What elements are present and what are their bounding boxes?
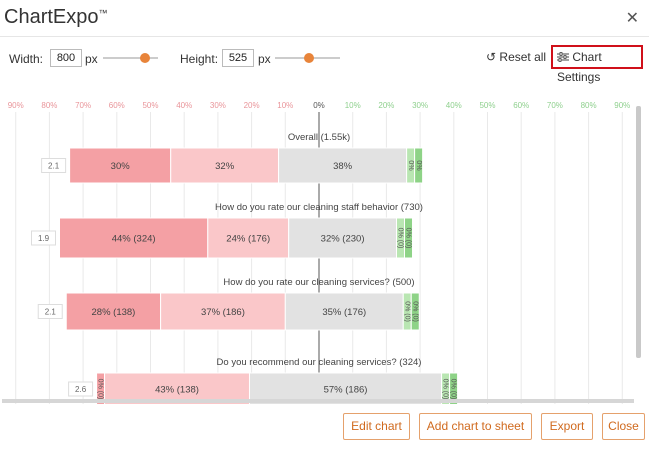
bar-segment-label: 0% <box>407 160 414 170</box>
bar-segment-label: 43% (138) <box>155 385 199 396</box>
height-input[interactable]: 525 <box>222 49 254 67</box>
bar-segment <box>449 372 459 404</box>
reset-all-button[interactable]: ↺ Reset all <box>486 50 546 64</box>
reset-icon: ↺ <box>486 50 497 64</box>
bar-segment-label: 37% (186) <box>201 307 245 318</box>
bar-segment <box>410 292 420 331</box>
header-divider <box>0 36 649 37</box>
bar-segment <box>59 217 209 259</box>
row-score: 1.9 <box>38 234 50 243</box>
axis-tick-label: 80% <box>581 101 597 110</box>
bar-segment-label: 0% (0) <box>403 301 410 322</box>
bar-segment <box>248 372 443 404</box>
chart-svg: 90% 80% 70% 60% 50% 40% 30% 20% 10% 0% 10% 20% 30% 40… <box>8 101 630 404</box>
axis-tick-label: 60% <box>513 101 529 110</box>
height-label: Height: <box>180 52 219 66</box>
close-icon[interactable]: ✕ <box>625 10 639 27</box>
axis-tick-label: 10% <box>345 101 361 110</box>
bar-segment-label: 0% (0) <box>97 379 104 400</box>
axis-tick-label: 0% <box>313 101 325 110</box>
row-score: 2.1 <box>45 308 57 317</box>
height-slider[interactable] <box>275 53 340 63</box>
bar-segment <box>207 217 290 259</box>
vertical-scrollbar[interactable] <box>636 106 641 358</box>
bar-segment-label: 0% <box>415 160 422 170</box>
row-score: 2.6 <box>75 385 87 394</box>
width-unit: px <box>85 52 98 66</box>
size-toolbar: Width: 800 px Height: 525 px ↺ Reset all… <box>0 44 649 84</box>
width-slider[interactable] <box>103 53 158 63</box>
bar-segment-label: 38% <box>333 161 353 172</box>
axis-tick-label: 40% <box>176 101 192 110</box>
row-score-box <box>31 230 57 246</box>
reset-all-label: Reset all <box>499 50 547 64</box>
axis-tick-label: 80% <box>41 101 57 110</box>
bar-segment <box>65 292 162 331</box>
add-chart-to-sheet-button[interactable]: Add chart to sheet <box>419 413 532 440</box>
chart-settings-button[interactable]: Chart Settings <box>551 45 643 84</box>
height-unit: px <box>258 52 271 66</box>
axis-tick-label: 10% <box>277 101 293 110</box>
bar-segment-label: 32% (230) <box>321 234 365 245</box>
axis-tick-label: 90% <box>614 101 630 110</box>
bar-segment-label: 57% (186) <box>324 385 368 396</box>
app-title: ChartExpo™ <box>4 6 108 28</box>
axis-tick-label: 30% <box>412 101 428 110</box>
close-button[interactable]: Close <box>602 413 645 440</box>
bar-segment-label: 0% (0) <box>411 301 418 322</box>
width-label: Width: <box>9 52 44 66</box>
axis-tick-label: 40% <box>446 101 462 110</box>
axis-tick-label: 20% <box>244 101 260 110</box>
bar-segment-label: 0% (0) <box>442 379 449 400</box>
axis-tick-label: 50% <box>479 101 495 110</box>
bar-segment-label: 0% (0) <box>405 228 412 249</box>
width-input[interactable]: 800 <box>50 49 82 67</box>
row-question-label: How do you rate our cleaning services? (… <box>223 277 414 288</box>
axis-tick-label: 70% <box>547 101 563 110</box>
row-score-box <box>37 304 63 319</box>
axis-tick-label: 20% <box>378 101 394 110</box>
bar-segment <box>284 292 404 331</box>
row-score-box <box>68 381 94 397</box>
edit-chart-button[interactable]: Edit chart <box>343 413 410 440</box>
bar-segment-label: 35% (176) <box>322 307 366 318</box>
row-question-label: How do you rate our cleaning staff behav… <box>215 202 423 213</box>
chart-canvas: 90% 80% 70% 60% 50% 40% 30% 20% 10% 0% 10% 20% 30% 40… <box>0 98 640 404</box>
axis-tick-label: 50% <box>142 101 158 110</box>
row-score: 2.1 <box>48 162 60 171</box>
width-slider-thumb[interactable] <box>139 53 150 63</box>
horizontal-scrollbar[interactable] <box>2 399 634 403</box>
bar-segment-label: 24% (176) <box>226 234 270 245</box>
bar-segment <box>69 147 172 184</box>
height-slider-thumb[interactable] <box>303 53 314 63</box>
axis-tick-label: 30% <box>210 101 226 110</box>
bar-segment <box>404 217 414 259</box>
bar-segment-label: 0% (0) <box>397 228 404 249</box>
row-question-label: Overall (1.55k) <box>288 132 350 143</box>
bar-segment <box>170 147 280 184</box>
bar-segment <box>278 147 408 184</box>
axis-tick-label: 60% <box>109 101 125 110</box>
row-question-label: Do you recommend our cleaning services? … <box>217 357 422 368</box>
bar-segment <box>104 372 250 404</box>
export-button[interactable]: Export <box>541 413 593 440</box>
row-score-box <box>41 158 67 173</box>
bar-segment-label: 30% <box>111 161 131 172</box>
bar-segment <box>160 292 286 331</box>
axis-tick-label: 70% <box>75 101 91 110</box>
sliders-icon <box>557 52 569 62</box>
bar-segment-label: 32% <box>215 161 235 172</box>
chart-settings-label: Chart Settings <box>557 50 602 84</box>
bar-segment-label: 0% (0) <box>450 379 457 400</box>
bar-segment-label: 44% (324) <box>112 234 156 245</box>
bar-segment <box>414 147 424 184</box>
bar-segment-label: 28% (138) <box>92 307 136 318</box>
axis-tick-label: 90% <box>8 101 24 110</box>
bar-segment <box>288 217 398 259</box>
